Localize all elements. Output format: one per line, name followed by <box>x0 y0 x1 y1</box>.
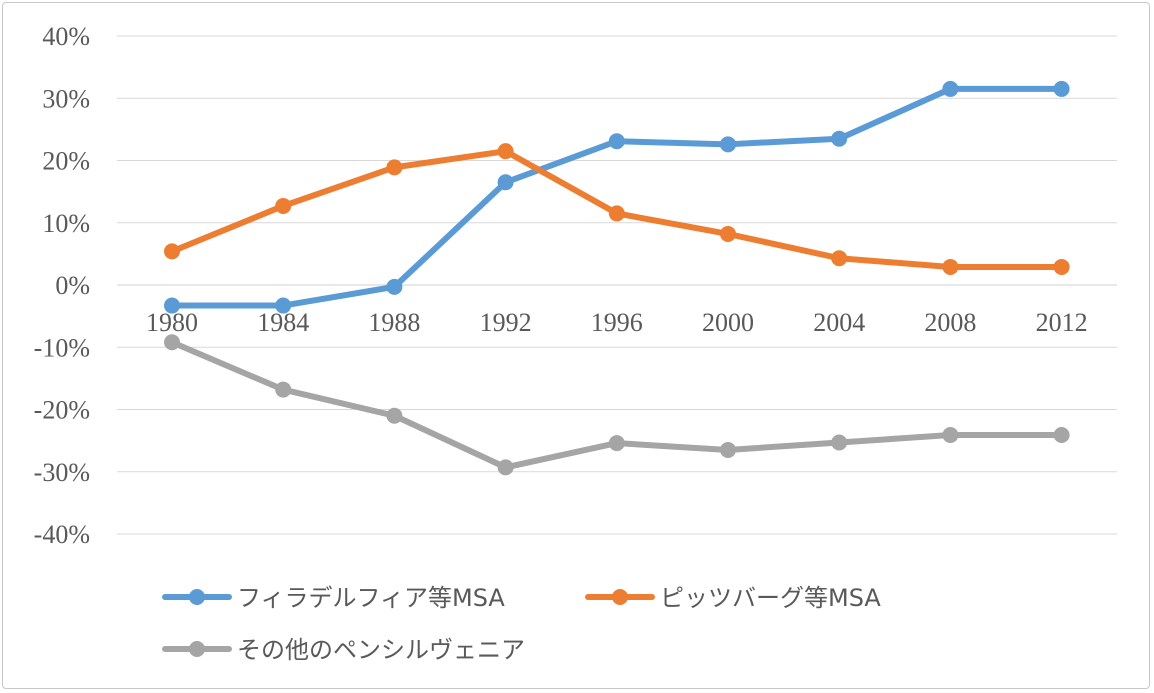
data-point <box>831 250 848 267</box>
y-tick-label: -10% <box>34 333 90 362</box>
legend-marker <box>189 641 205 657</box>
x-tick-label: 2008 <box>924 308 976 337</box>
data-point <box>164 297 180 314</box>
y-tick-label: 40% <box>42 22 90 51</box>
x-tick-label: 2012 <box>1036 308 1088 337</box>
data-point <box>720 225 736 242</box>
legend-item-2: ピッツバーグ等MSA <box>585 584 881 612</box>
data-point <box>386 407 403 424</box>
legend-item-1: フィラデルフィア等MSA <box>162 584 505 612</box>
x-tick-label: 2000 <box>702 308 754 337</box>
y-axis-tick-labels: 40% 30% 20% 10% 0% -10% -20% -30% -40% <box>34 22 90 549</box>
data-point <box>275 197 292 214</box>
data-point <box>831 130 848 147</box>
data-point <box>164 334 180 351</box>
data-point <box>275 381 292 398</box>
data-point <box>497 143 514 160</box>
data-point <box>942 258 959 275</box>
legend-label: フィラデルフィア等MSA <box>237 584 505 612</box>
y-tick-label: 10% <box>42 209 90 238</box>
data-point <box>497 174 514 191</box>
y-tick-label: -20% <box>34 396 90 425</box>
y-tick-label: 20% <box>42 147 90 176</box>
data-point <box>720 441 736 458</box>
x-tick-label: 1992 <box>480 308 532 337</box>
y-tick-label: -30% <box>34 458 90 487</box>
series-3 <box>164 334 1070 476</box>
series-group <box>164 80 1070 476</box>
x-tick-label: 1988 <box>368 308 420 337</box>
data-point <box>608 435 625 452</box>
y-tick-label: 30% <box>42 84 90 113</box>
data-point <box>1053 427 1070 444</box>
data-point <box>831 434 848 451</box>
legend-marker <box>189 589 205 605</box>
legend-label: その他のペンシルヴェニア <box>237 636 525 664</box>
data-point <box>608 133 625 150</box>
data-point <box>386 159 403 176</box>
data-point <box>942 80 959 97</box>
data-point <box>1053 80 1070 97</box>
y-tick-label: -40% <box>34 520 90 549</box>
gridlines <box>117 35 1117 535</box>
x-tick-label: 2004 <box>813 308 865 337</box>
legend: フィラデルフィア等MSA ピッツバーグ等MSA その他のペンシルヴェニア <box>162 584 881 664</box>
data-point <box>275 297 292 314</box>
data-point <box>942 427 959 444</box>
legend-item-3: その他のペンシルヴェニア <box>162 636 525 664</box>
legend-label: ピッツバーグ等MSA <box>660 584 881 612</box>
series-1 <box>164 80 1070 314</box>
legend-marker <box>612 589 628 605</box>
series-2 <box>164 143 1070 275</box>
data-point <box>608 205 625 222</box>
data-point <box>386 278 403 295</box>
data-point <box>1053 258 1070 275</box>
x-tick-label: 1996 <box>591 308 643 337</box>
data-point <box>497 459 514 476</box>
y-tick-label: 0% <box>55 271 90 300</box>
data-point <box>164 243 180 260</box>
data-point <box>720 136 736 153</box>
